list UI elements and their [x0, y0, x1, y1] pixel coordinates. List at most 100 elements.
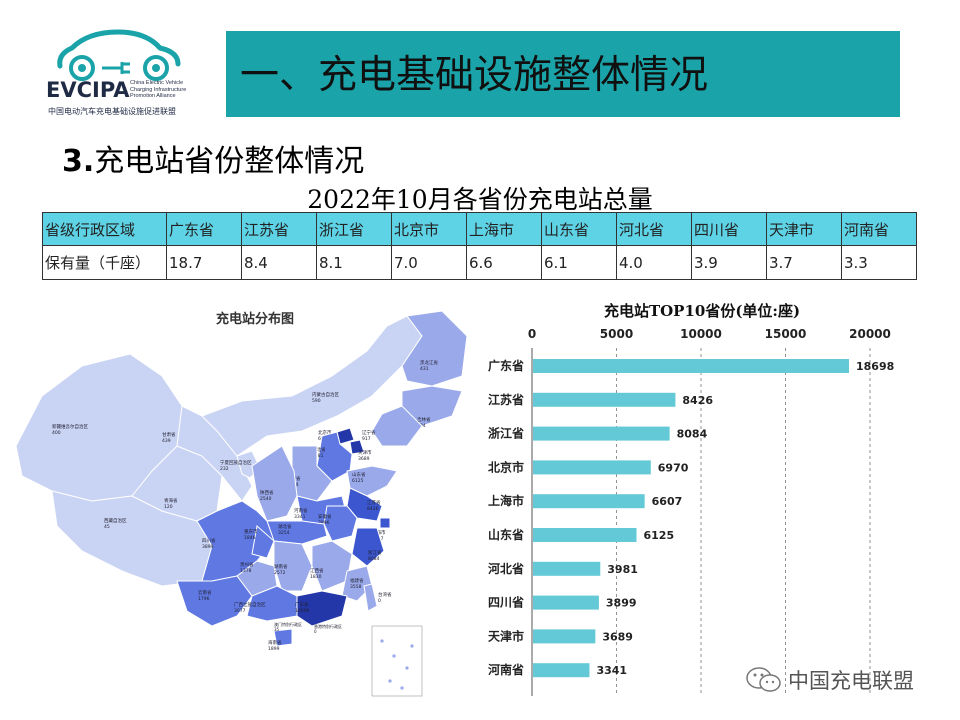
map-region-label: 台湾省 — [378, 591, 392, 598]
map-region-label: 天津市 — [358, 449, 372, 456]
table-row-label: 保有量（千座） — [42, 245, 167, 280]
map-region-label: 内蒙古自治区 — [312, 391, 339, 398]
map-region-value: 3077 — [234, 608, 246, 614]
y-category-label: 四川省 — [488, 595, 524, 610]
y-category-label: 浙江省 — [488, 426, 524, 441]
bar — [533, 629, 596, 644]
y-category-label: 山东省 — [488, 527, 524, 542]
map-region-value: 35 — [274, 627, 280, 632]
island-dot — [388, 679, 392, 683]
map-region-label: 吉林省 — [417, 416, 431, 423]
charging-station-map: 新疆维吾尔自治区 400 西藏自治区 45 青海省 120 甘肃省 439 内蒙古自治区 590 黑… — [12, 296, 472, 716]
bar — [533, 595, 599, 610]
map-region-label: 江西省 — [310, 567, 324, 574]
bar-value-label: 3899 — [606, 597, 637, 610]
island-dot — [400, 686, 404, 690]
table-header-cell: 天津市 — [766, 212, 842, 246]
map-region — [273, 540, 313, 592]
table-cell: 6.6 — [466, 245, 542, 280]
map-region-value: 431 — [420, 366, 429, 372]
map-region-label: 西藏自治区 — [104, 517, 127, 524]
map-region — [296, 590, 348, 627]
y-category-label: 河南省 — [487, 662, 524, 677]
map-region-label: 云南省 — [198, 589, 212, 596]
map-region-value: 2572 — [274, 570, 286, 576]
map-region-label: 香港特别行政区 — [314, 623, 342, 629]
bar — [533, 392, 676, 407]
section-title-text: 充电站省份整体情况 — [94, 144, 365, 179]
table-cell: 8.1 — [316, 245, 392, 280]
map-region-value: 0 — [314, 629, 317, 634]
table-header-cell: 江苏省 — [241, 212, 317, 246]
map-region — [273, 628, 293, 647]
map-region-label: 贵州省 — [240, 561, 254, 568]
island-dot — [405, 666, 409, 670]
bar — [533, 561, 601, 576]
map-region-value: 8084 — [368, 556, 380, 562]
map-region-label: 青海省 — [164, 497, 178, 504]
map-region-value: 3689 — [358, 456, 370, 462]
map-region-label: 广西壮族自治区 — [234, 601, 266, 608]
island-dot — [410, 644, 414, 648]
map-region-value: 1796 — [198, 596, 210, 602]
map-title: 充电站分布图 — [216, 312, 295, 327]
map-region-label: 浙江省 — [368, 549, 382, 556]
province-table: 省级行政区域 广东省 江苏省 浙江省 北京市 上海市 山东省 河北省 四川省 天… — [42, 212, 917, 280]
table-cell: 6.1 — [541, 245, 617, 280]
map-region-label: 湖南省 — [274, 563, 288, 570]
bar — [533, 663, 590, 678]
bar — [533, 426, 670, 441]
map-region-label: 江苏省 — [367, 499, 381, 506]
map-region — [363, 583, 378, 612]
bar-value-label: 6607 — [652, 495, 683, 508]
map-region-label: 山东省 — [352, 471, 366, 478]
table-cell: 4.0 — [616, 245, 692, 280]
table-header-cell: 广东省 — [166, 212, 242, 246]
map-region-value: 590 — [312, 398, 321, 404]
map-region — [379, 517, 391, 529]
map-region — [176, 575, 253, 627]
table-header-cell: 四川省 — [691, 212, 767, 246]
table-cell: 3.9 — [691, 245, 767, 280]
map-region-label: 辽宁省 — [362, 429, 376, 436]
watermark — [744, 664, 944, 694]
page-title: 一、充电基础设施整体情况 — [240, 53, 709, 98]
map-region-value: 45 — [104, 524, 110, 530]
x-tick-label: 10000 — [680, 327, 722, 341]
map-region-value: 3558 — [350, 584, 362, 590]
map-region-value: 3341 — [294, 514, 306, 520]
bar — [533, 494, 645, 509]
evcipa-logo — [38, 24, 198, 124]
table-cell: 8.4 — [241, 245, 317, 280]
table-cell: 3.7 — [766, 245, 842, 280]
map-region-value: 3899 — [202, 544, 214, 550]
map-region-label: 河北省 — [312, 446, 326, 453]
map-region — [349, 439, 365, 455]
map-region-label: 海南省 — [268, 639, 282, 646]
bar — [533, 528, 637, 542]
map-region-value: 3981 — [312, 453, 324, 459]
map-region-value: 1899 — [268, 646, 280, 652]
table-cell: 7.0 — [391, 245, 467, 280]
table-header-cell: 河南省 — [841, 212, 917, 246]
chart-title: 充电站TOP10省份(单位:座) — [604, 302, 800, 320]
bar — [533, 359, 849, 373]
map-region — [351, 527, 385, 567]
table-title: 2022年10月各省份充电站总量 — [307, 185, 653, 214]
map-region-value: 1830 — [310, 574, 322, 580]
table-cell: 3.3 — [841, 245, 917, 280]
bar — [533, 460, 651, 475]
bar-value-label: 18698 — [856, 360, 894, 373]
map-region-value: 439 — [162, 438, 171, 444]
table-header-label: 省级行政区域 — [42, 212, 167, 246]
map-region-label: 安徽省 — [318, 513, 332, 520]
logo-subtitle-en: China Electric Vehicle Charging Infrastr… — [130, 80, 187, 99]
bar-value-label: 3981 — [607, 563, 638, 576]
map-region-label: 新疆维吾尔自治区 — [52, 423, 88, 430]
table-header-row: 省级行政区域 广东省 江苏省 浙江省 北京市 上海市 山东省 河北省 四川省 天… — [42, 212, 917, 246]
map-region-value: 18698 — [295, 608, 309, 614]
bar-value-label: 3341 — [596, 664, 627, 677]
table-header-cell: 河北省 — [616, 212, 692, 246]
map-region-label: 福建省 — [350, 577, 364, 584]
